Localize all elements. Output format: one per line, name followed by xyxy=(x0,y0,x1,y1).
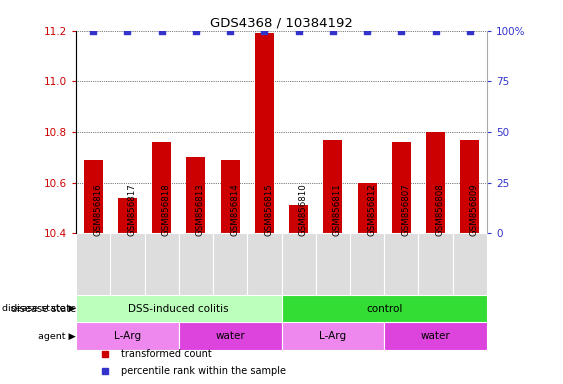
Text: percentile rank within the sample: percentile rank within the sample xyxy=(121,366,286,376)
Bar xyxy=(152,142,171,233)
Point xyxy=(226,28,235,34)
Text: GSM856813: GSM856813 xyxy=(196,184,205,237)
Text: GSM856807: GSM856807 xyxy=(401,184,410,237)
Point xyxy=(157,28,166,34)
Bar xyxy=(282,233,316,295)
Bar xyxy=(84,160,102,233)
Bar xyxy=(350,233,384,295)
Bar xyxy=(179,233,213,295)
Text: GSM856811: GSM856811 xyxy=(333,184,342,237)
Bar xyxy=(358,183,377,233)
Text: water: water xyxy=(421,331,450,341)
Bar xyxy=(110,233,145,295)
Text: control: control xyxy=(366,303,403,313)
Bar xyxy=(385,322,487,350)
Text: agent ▶: agent ▶ xyxy=(38,331,76,341)
Point xyxy=(466,28,475,34)
Text: L-Arg: L-Arg xyxy=(114,331,141,341)
Bar xyxy=(76,295,282,322)
Bar xyxy=(76,233,110,295)
Bar xyxy=(221,160,239,233)
Point xyxy=(431,28,440,34)
Text: GSM856814: GSM856814 xyxy=(230,184,239,237)
Bar xyxy=(213,233,247,295)
Point xyxy=(88,28,97,34)
Text: water: water xyxy=(215,331,245,341)
Point xyxy=(191,28,200,34)
Bar xyxy=(324,140,342,233)
Bar xyxy=(145,233,179,295)
Bar xyxy=(453,233,487,295)
Text: GSM856810: GSM856810 xyxy=(298,184,307,237)
Bar xyxy=(385,233,418,295)
Text: GSM856815: GSM856815 xyxy=(265,184,274,237)
Bar xyxy=(316,233,350,295)
Point xyxy=(260,28,269,34)
Bar xyxy=(179,322,282,350)
Text: disease state ▶: disease state ▶ xyxy=(2,304,76,313)
Text: GSM856809: GSM856809 xyxy=(470,184,479,237)
Text: DSS-induced colitis: DSS-induced colitis xyxy=(128,303,229,313)
Text: GSM856816: GSM856816 xyxy=(93,184,102,237)
Title: GDS4368 / 10384192: GDS4368 / 10384192 xyxy=(210,17,353,30)
Text: L-Arg: L-Arg xyxy=(319,331,346,341)
Bar xyxy=(118,198,137,233)
Bar xyxy=(289,205,308,233)
Bar xyxy=(392,142,411,233)
Bar xyxy=(255,33,274,233)
Point xyxy=(363,28,372,34)
Bar xyxy=(282,322,384,350)
Bar xyxy=(186,157,205,233)
Text: GSM856817: GSM856817 xyxy=(127,184,136,237)
Bar xyxy=(282,295,487,322)
Text: GSM856818: GSM856818 xyxy=(162,184,171,237)
Point xyxy=(294,28,303,34)
Text: disease state: disease state xyxy=(11,303,76,313)
Text: GSM856808: GSM856808 xyxy=(436,184,445,237)
Bar xyxy=(461,140,479,233)
Bar xyxy=(418,233,453,295)
Text: transformed count: transformed count xyxy=(121,349,212,359)
Point xyxy=(397,28,406,34)
Bar xyxy=(247,233,282,295)
Text: GSM856812: GSM856812 xyxy=(367,184,376,237)
Point xyxy=(328,28,337,34)
Point xyxy=(123,28,132,34)
Bar xyxy=(426,132,445,233)
Bar xyxy=(76,322,179,350)
